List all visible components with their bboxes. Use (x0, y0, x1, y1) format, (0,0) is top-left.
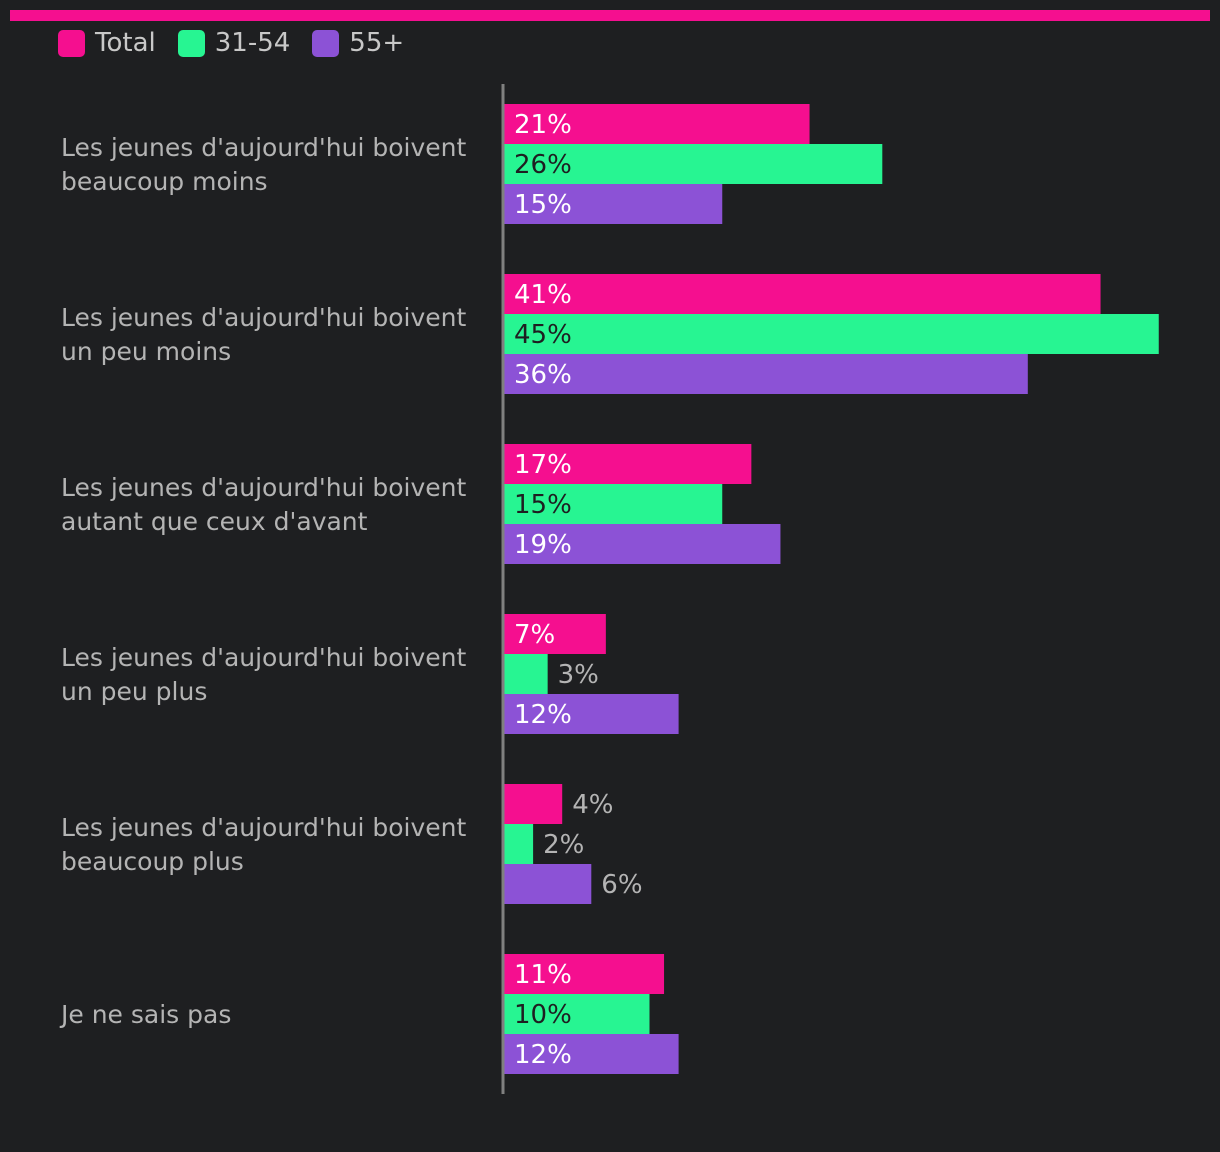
category-label: Les jeunes d'aujourd'hui boivent (61, 473, 466, 502)
category-label: un peu plus (61, 677, 207, 706)
bar (504, 354, 1028, 394)
data-label: 2% (543, 830, 584, 860)
bar (504, 614, 606, 654)
bar (504, 994, 650, 1034)
data-label: 12% (514, 1040, 572, 1070)
bar (504, 484, 723, 524)
category-label: un peu moins (61, 337, 231, 366)
bar (504, 104, 810, 144)
category-label: beaucoup plus (61, 847, 244, 876)
bar (504, 864, 592, 904)
category-label: Les jeunes d'aujourd'hui boivent (61, 303, 466, 332)
data-label: 45% (514, 320, 572, 350)
legend-item-31-54: 31-54 (177, 28, 291, 58)
category-label: Les jeunes d'aujourd'hui boivent (61, 643, 466, 672)
legend: Total 31-54 55+ (58, 26, 426, 60)
data-label: 7% (514, 620, 555, 650)
bar (504, 184, 723, 224)
data-label: 17% (514, 450, 572, 480)
legend-item-total: Total (58, 28, 156, 58)
data-label: 26% (514, 150, 572, 180)
data-label: 4% (572, 790, 613, 820)
data-label: 12% (514, 700, 572, 730)
legend-swatch-55-plus (312, 29, 340, 57)
bar (504, 784, 563, 824)
bar (504, 824, 534, 864)
data-label: 11% (514, 960, 572, 990)
bar (504, 694, 679, 734)
data-label: 41% (514, 280, 572, 310)
top-accent-bar (10, 10, 1210, 21)
bar (504, 524, 781, 564)
legend-label-total: Total (95, 28, 156, 58)
data-label: 6% (601, 870, 642, 900)
category-label: autant que ceux d'avant (61, 507, 368, 536)
category-label: Les jeunes d'aujourd'hui boivent (61, 813, 466, 842)
legend-label-55-plus: 55+ (349, 28, 405, 58)
data-label: 21% (514, 110, 572, 140)
bar (504, 654, 548, 694)
bar (504, 144, 883, 184)
legend-label-31-54: 31-54 (214, 28, 291, 58)
data-label: 19% (514, 530, 572, 560)
category-label: Je ne sais pas (59, 1000, 231, 1029)
bar (504, 444, 752, 484)
data-label: 15% (514, 490, 572, 520)
legend-item-55-plus: 55+ (312, 28, 404, 58)
category-label: Les jeunes d'aujourd'hui boivent (61, 133, 466, 162)
bar (504, 954, 665, 994)
data-label: 15% (514, 190, 572, 220)
bar (504, 314, 1159, 354)
data-label: 10% (514, 1000, 572, 1030)
category-label: beaucoup moins (61, 167, 268, 196)
legend-swatch-total (58, 29, 85, 57)
bar (504, 274, 1101, 314)
legend-swatch-31-54 (177, 29, 205, 57)
data-label: 36% (514, 360, 572, 390)
data-label: 3% (558, 660, 599, 690)
bar (504, 1034, 679, 1074)
